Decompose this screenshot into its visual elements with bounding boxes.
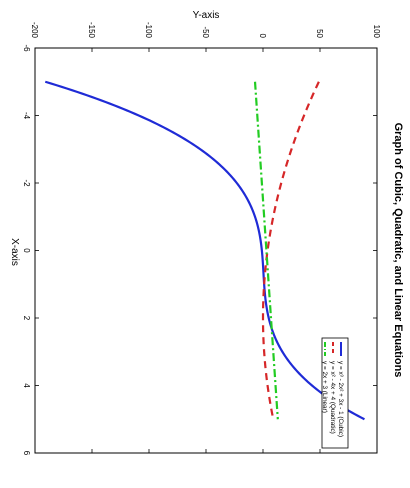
y-tick-label: -100 xyxy=(144,22,153,39)
legend-label-linear: y = 2x + 3 (Linear) xyxy=(321,361,328,413)
x-tick-label: -4 xyxy=(22,112,31,120)
legend-label-cubic: y = x³ - 2x² + 3x - 1 (Cubic) xyxy=(337,361,344,437)
y-tick-label: -150 xyxy=(87,22,96,39)
y-tick-label: -200 xyxy=(30,22,39,39)
chart-title: Graph of Cubic, Quadratic, and Linear Eq… xyxy=(392,123,404,378)
plot-area xyxy=(34,47,378,454)
y-axis-label: Y-axis xyxy=(193,10,220,21)
y-tick-label: -50 xyxy=(201,26,210,38)
x-axis-label: X-axis xyxy=(9,238,20,266)
series-line-quadratic xyxy=(261,81,320,420)
y-tick-label: 0 xyxy=(258,34,267,39)
legend-box xyxy=(321,337,349,449)
x-tick-label: 6 xyxy=(22,451,31,456)
y-tick-label: 100 xyxy=(372,25,381,39)
y-tick-label: 50 xyxy=(315,29,324,38)
x-tick-label: 2 xyxy=(22,316,31,321)
series-line-cubic xyxy=(44,80,365,421)
x-tick-label: 4 xyxy=(22,383,31,388)
legend-label-quadratic: y = x² - 4x + 4 (Quadratic) xyxy=(329,361,336,434)
x-tick-label: -2 xyxy=(22,179,31,187)
legend: y = x³ - 2x² + 3x - 1 (Cubic) y = x² - 4… xyxy=(321,337,349,449)
x-tick-label: -6 xyxy=(22,44,31,52)
x-tick-label: 0 xyxy=(22,248,31,253)
